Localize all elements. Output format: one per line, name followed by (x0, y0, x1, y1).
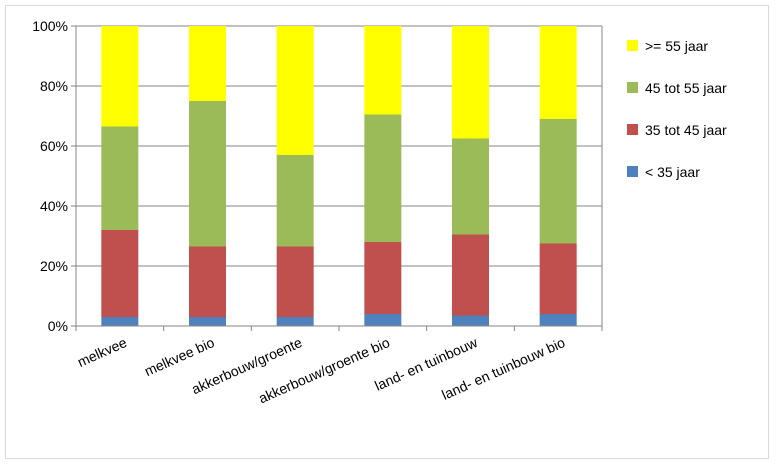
bar-segment (539, 243, 577, 314)
bar-segment (364, 114, 402, 242)
bar-segment (276, 155, 314, 247)
y-tick-label: 100% (32, 18, 68, 34)
legend-swatch (627, 40, 638, 51)
legend-swatch (627, 124, 638, 135)
bars (101, 26, 577, 326)
bar-segment (276, 246, 314, 317)
bar-segment (189, 246, 226, 317)
bar-segment (452, 315, 489, 326)
x-tick-labels: melkvee melkvee bioakkerbouw/groenteakker… (75, 334, 568, 407)
bar-segment (101, 126, 139, 230)
bar-segment (539, 26, 577, 119)
x-tick-label: melkvee (75, 334, 129, 370)
y-tick-label: 20% (40, 258, 68, 274)
bar-segment (364, 242, 402, 314)
bar-segment (276, 26, 314, 155)
legend-label: 35 tot 45 jaar (645, 122, 727, 138)
y-tick-label: 80% (40, 78, 68, 94)
legend-label: 45 tot 55 jaar (645, 80, 727, 96)
bar-segment (364, 314, 402, 326)
legend-label: < 35 jaar (645, 164, 700, 180)
bar-segment (189, 26, 226, 101)
bar-segment (101, 230, 139, 317)
bar-segment (101, 317, 139, 326)
bar-segment (364, 26, 402, 115)
bar-segment (189, 317, 226, 326)
bar-segment (452, 138, 489, 235)
y-tick-label: 40% (40, 198, 68, 214)
y-tick-labels: 0% 20% 40% 60% 80% 100% (32, 18, 68, 334)
bar-segment (539, 314, 577, 326)
y-tick-label: 60% (40, 138, 68, 154)
y-tick-label: 0% (48, 318, 68, 334)
legend-label: >= 55 jaar (645, 38, 708, 54)
bar-segment (101, 26, 139, 127)
bar-segment (452, 26, 489, 139)
legend-swatch (627, 166, 638, 177)
legend: >= 55 jaar 45 tot 55 jaar 35 tot 45 jaar < … (627, 38, 727, 180)
bar-segment (276, 317, 314, 326)
x-tick-label: melkvee bio (142, 334, 217, 379)
legend-swatch (627, 82, 638, 93)
axes (71, 25, 603, 331)
bar-segment (189, 101, 226, 247)
bar-segment (452, 234, 489, 316)
bar-segment (539, 119, 577, 244)
gridlines (76, 25, 602, 267)
